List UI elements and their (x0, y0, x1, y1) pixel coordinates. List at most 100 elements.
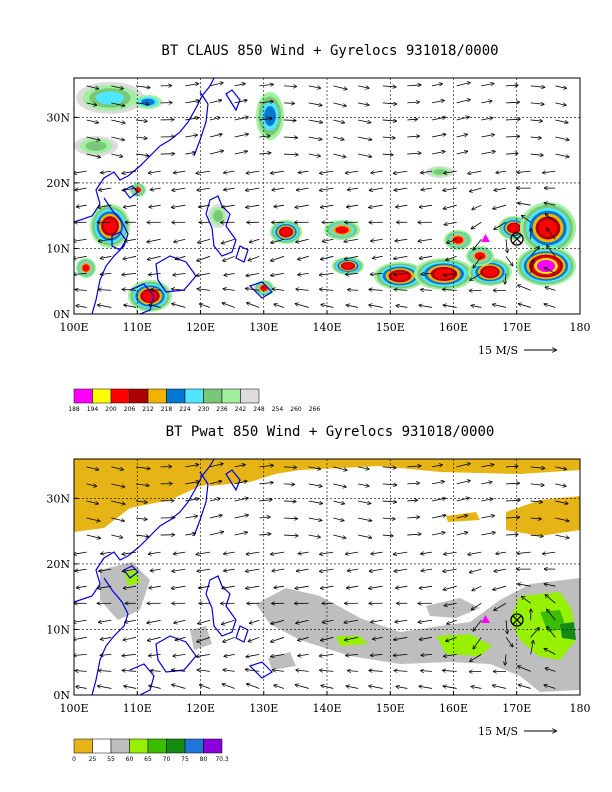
wind-arrow (320, 568, 334, 571)
wind-arrow (76, 205, 87, 207)
wind-arrow (223, 255, 235, 261)
wind-arrow (234, 481, 247, 485)
wind-arrow (320, 187, 334, 190)
wind-arrow (185, 135, 197, 137)
wind-arrow (209, 83, 223, 87)
wind-arrow (320, 551, 334, 554)
wind-arrow (333, 500, 344, 504)
colorbar-label: 194 (87, 406, 99, 413)
colorbar-label: 206 (124, 406, 136, 413)
wind-arrow (259, 482, 273, 483)
wind-arrow (505, 273, 506, 284)
wind-arrow (101, 552, 112, 554)
wind-arrow (308, 517, 322, 520)
wind-arrow (470, 568, 482, 572)
wind-arrow (199, 205, 211, 207)
colorbar-swatch (240, 388, 260, 404)
wind-arrow (296, 188, 309, 190)
wind-arrow (308, 500, 323, 504)
wind-arrow (443, 686, 457, 689)
pwat-region-mid (256, 578, 580, 692)
colorbar-swatch (203, 738, 223, 754)
wind-arrow (259, 153, 270, 154)
wind-arrow (75, 290, 87, 291)
wind-arrow (111, 102, 124, 106)
wind-arrow (224, 654, 235, 656)
wind-arrow (185, 465, 198, 468)
wind-arrow (271, 636, 285, 642)
wind-arrow (456, 532, 468, 536)
wind-arrow (396, 306, 408, 308)
wind-arrow (259, 101, 273, 102)
colorbar-swatch (129, 388, 149, 404)
wind-arrow (100, 654, 112, 655)
cloud-cluster (433, 169, 447, 175)
wind-arrow (333, 466, 347, 470)
wind-arrow (185, 482, 199, 485)
wind-arrow (346, 686, 359, 689)
wind-arrow (98, 289, 112, 290)
colorbar-swatch (184, 738, 204, 754)
wind-arrow (111, 466, 123, 470)
cloud-cluster (342, 263, 354, 269)
wind-arrow (209, 151, 223, 155)
wind-arrow (444, 170, 457, 173)
wind-arrow (172, 204, 186, 207)
wind-arrow (421, 290, 433, 291)
wind-arrow (369, 305, 383, 308)
wind-arrow (259, 500, 272, 501)
cloud-cluster (280, 228, 292, 236)
cloud-cluster (508, 224, 520, 232)
wind-arrow (456, 117, 469, 121)
wind-arrow (418, 620, 433, 622)
wind-arrow (234, 117, 248, 121)
wind-arrow (393, 654, 408, 655)
wind-arrow (99, 188, 112, 190)
wind-arrow (333, 136, 343, 140)
vector-scale-label-1: 15 M/S (478, 344, 518, 357)
wind-arrow (196, 170, 211, 173)
wind-arrow (122, 670, 137, 671)
wind-arrow (481, 135, 494, 138)
wind-arrow (505, 119, 520, 120)
x-tick-label: 140E (312, 321, 341, 334)
wind-arrow (505, 500, 520, 501)
wind-arrow (357, 102, 369, 105)
wind-arrow (333, 102, 346, 106)
wind-arrow (431, 498, 445, 502)
wind-arrow (122, 568, 137, 571)
wind-arrow (125, 239, 137, 241)
wind-arrow (456, 134, 468, 138)
cloud-cluster (474, 252, 486, 260)
wind-arrow (224, 273, 235, 275)
colorbar-label: 266 (309, 406, 321, 413)
wind-arrow (320, 670, 334, 671)
wind-arrow (456, 481, 470, 485)
wind-arrow (382, 103, 397, 104)
wind-arrow (346, 305, 359, 308)
wind-arrow (396, 586, 408, 588)
wind-arrow (283, 86, 296, 87)
wind-arrow (544, 685, 556, 689)
wind-arrow (369, 289, 383, 290)
wind-arrow (471, 602, 482, 610)
wind-arrow (111, 500, 125, 504)
wind-arrow (197, 636, 211, 642)
colorbar-2: 0 25 55 60 65 70 75 80 70.3 (72, 738, 229, 763)
x-tick-label: 160E (439, 321, 468, 334)
wind-arrow (172, 187, 186, 190)
wind-arrow (99, 569, 112, 571)
wind-arrow (369, 686, 383, 689)
wind-arrow (246, 187, 260, 190)
wind-arrow (494, 221, 507, 229)
y-tick-label: 0N (53, 689, 70, 702)
wind-arrow (135, 86, 150, 88)
wind-arrow (147, 619, 161, 623)
colorbar-label: 200 (105, 406, 117, 413)
wind-arrow (135, 137, 147, 138)
wind-arrow (530, 484, 544, 485)
wind-arrow (296, 569, 309, 571)
wind-arrow (419, 586, 433, 588)
wind-arrow (222, 205, 235, 207)
cloud-cluster (536, 259, 556, 273)
